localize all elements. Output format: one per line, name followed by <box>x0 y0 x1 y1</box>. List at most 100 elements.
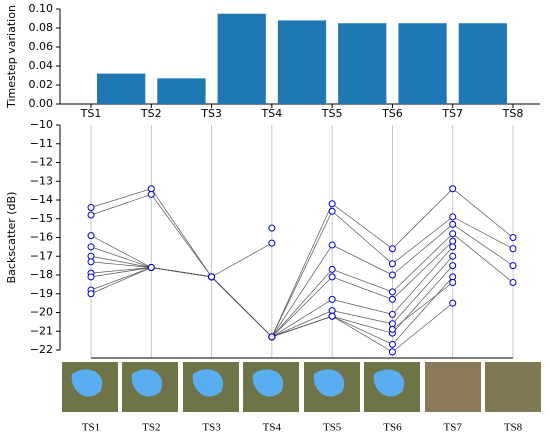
series-line <box>90 188 514 338</box>
point <box>328 200 336 208</box>
bar <box>277 20 327 104</box>
y-tick-label: −16 <box>30 231 53 244</box>
bar <box>217 13 266 104</box>
point <box>449 273 457 281</box>
point <box>87 211 95 219</box>
y-tick-label: −10 <box>30 118 53 131</box>
y-axis-label: Timestep variation <box>5 5 18 109</box>
y-tick-label: 0.10 <box>29 2 54 15</box>
point <box>388 271 396 279</box>
point <box>449 252 457 260</box>
point <box>388 288 396 296</box>
y-tick-label: −11 <box>30 137 53 150</box>
point <box>208 273 216 281</box>
y-tick-label: −21 <box>30 324 53 337</box>
image-label: TS8 <box>504 422 523 434</box>
point <box>328 273 336 281</box>
point <box>449 185 457 193</box>
x-tick-label: TS7 <box>441 107 463 120</box>
series-line <box>271 302 453 353</box>
point <box>147 185 155 193</box>
thumbnails <box>62 362 541 412</box>
point <box>509 279 517 286</box>
y-tick-label: −17 <box>30 249 53 262</box>
point <box>328 265 336 273</box>
image-label: TS5 <box>323 422 342 434</box>
y-tick-label: −22 <box>30 343 53 356</box>
series-line <box>90 242 273 278</box>
point <box>328 307 336 315</box>
series-line <box>90 233 514 338</box>
point <box>449 220 457 228</box>
point <box>449 237 457 245</box>
point <box>449 299 457 307</box>
y-axis-label: Backscatter (dB) <box>5 192 18 284</box>
point <box>87 232 95 240</box>
point <box>328 207 336 215</box>
point <box>509 234 517 241</box>
point <box>87 243 95 251</box>
image-label: TS4 <box>263 422 282 434</box>
point <box>388 340 396 348</box>
bar <box>97 73 146 104</box>
point <box>328 241 336 249</box>
y-tick-label: −20 <box>30 306 53 319</box>
point <box>388 348 396 356</box>
image-label: TS6 <box>383 422 402 434</box>
image-label: TS1 <box>82 422 100 434</box>
series-line <box>90 193 514 338</box>
image-label: TS2 <box>142 422 160 434</box>
bar <box>338 23 387 104</box>
y-tick-label: −18 <box>30 268 53 281</box>
y-tick-label: −13 <box>30 174 53 187</box>
series-line <box>392 282 453 330</box>
x-tick-label: TS5 <box>321 107 343 120</box>
y-tick-label: −12 <box>30 156 53 169</box>
y-tick-label: −19 <box>30 287 53 300</box>
point <box>87 252 95 260</box>
point <box>509 262 517 270</box>
x-tick-label: TS4 <box>261 107 283 120</box>
x-tick-label: TS6 <box>381 107 403 120</box>
x-tick-label: TS1 <box>80 107 102 120</box>
point <box>449 279 457 286</box>
image-label: TS3 <box>202 422 221 434</box>
point <box>449 243 457 251</box>
y-tick-label: 0.08 <box>29 21 54 34</box>
point <box>87 258 95 266</box>
point <box>268 333 276 341</box>
y-tick-label: −15 <box>30 212 53 225</box>
image-label: TS7 <box>444 422 463 434</box>
point <box>388 295 396 303</box>
point <box>87 290 95 298</box>
y-tick-label: −14 <box>30 193 53 206</box>
point <box>147 190 155 198</box>
point <box>268 239 276 247</box>
point <box>328 312 336 320</box>
x-tick-label: TS2 <box>140 107 162 120</box>
x-tick-label: TS8 <box>502 107 524 120</box>
point <box>388 260 396 268</box>
bar <box>458 23 507 104</box>
y-tick-label: 0.04 <box>29 59 54 72</box>
y-tick-label: 0.06 <box>29 40 54 53</box>
point <box>388 245 396 253</box>
bar <box>398 23 447 104</box>
point <box>509 245 517 253</box>
y-tick-label: 0.02 <box>29 78 54 91</box>
point <box>449 230 457 238</box>
bar <box>157 78 206 104</box>
point <box>268 224 276 232</box>
point <box>87 273 95 281</box>
point <box>449 262 457 270</box>
y-tick-label: 0.00 <box>29 97 54 110</box>
point <box>388 320 396 328</box>
point <box>87 204 95 211</box>
point <box>328 295 336 303</box>
point <box>147 264 155 271</box>
x-tick-label: TS3 <box>200 107 222 120</box>
point <box>388 325 396 333</box>
point <box>449 213 457 221</box>
point <box>388 310 396 318</box>
